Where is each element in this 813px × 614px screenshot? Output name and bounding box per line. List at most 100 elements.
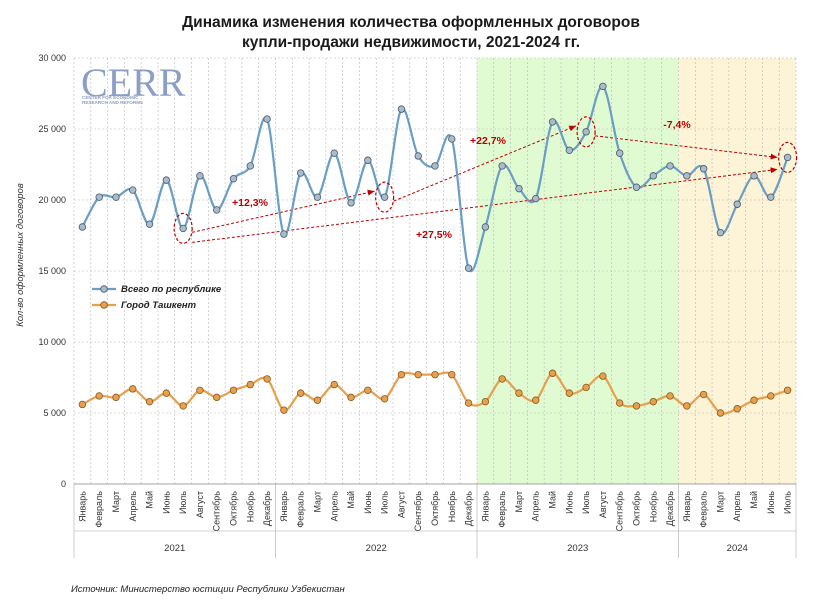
- change-arrow: [192, 189, 375, 233]
- series-1-point: [179, 402, 187, 410]
- series-0-point: [716, 228, 725, 237]
- x-tick-label: Август: [195, 491, 205, 518]
- x-tick-label: Март: [111, 491, 121, 513]
- series-1-point: [750, 396, 758, 404]
- series-0-point: [112, 193, 120, 201]
- x-tick-label: Апрель: [531, 491, 541, 522]
- x-tick-label: Май: [749, 491, 759, 509]
- x-tick-label: Октябрь: [229, 491, 239, 526]
- y-tick-label: 30 000: [38, 53, 66, 63]
- logo-line1: CENTER FOR ECONOMIC: [82, 95, 139, 100]
- series-0-point: [330, 149, 338, 157]
- x-tick-label: Февраль: [699, 491, 709, 528]
- series-1-point: [548, 369, 557, 377]
- series-1-point: [767, 392, 775, 400]
- series-0-point: [380, 193, 389, 201]
- x-tick-label: Январь: [77, 491, 87, 522]
- series-1-point: [565, 389, 574, 397]
- x-tick-label: Март: [715, 491, 725, 513]
- series-1-point: [246, 380, 255, 389]
- x-tick-label: Апрель: [329, 491, 339, 522]
- series-1-point: [716, 409, 725, 417]
- series-1-point: [481, 397, 490, 406]
- x-tick-label: Сентябрь: [212, 491, 222, 532]
- series-0-point: [767, 193, 775, 201]
- series-0-point: [347, 199, 355, 207]
- chart-title-line2: купли-продажи недвижимости, 2021-2024 гг…: [242, 34, 580, 51]
- x-tick-label: Май: [145, 491, 155, 509]
- year-label: 2024: [727, 543, 748, 554]
- series-0-point: [632, 183, 641, 191]
- series-1-point: [666, 392, 674, 400]
- series-0-point: [414, 152, 422, 160]
- series-1-point: [498, 375, 506, 383]
- series-0-point: [649, 172, 657, 180]
- series-1-point: [280, 406, 288, 414]
- x-tick-label: Июль: [581, 491, 591, 514]
- cerr-logo: CERR CENTER FOR ECONOMIC RESEARCH AND RE…: [81, 60, 186, 105]
- x-tick-label: Июль: [380, 491, 390, 514]
- series-0-point: [733, 200, 741, 208]
- series-1-point: [632, 402, 641, 410]
- x-tick-label: Июль: [783, 491, 793, 514]
- series-1-point: [95, 392, 103, 400]
- x-tick-label: Июль: [178, 491, 188, 514]
- series-1-point: [162, 389, 171, 397]
- series-1-point: [414, 370, 422, 379]
- series-1-point: [532, 396, 540, 404]
- series-1-point: [431, 370, 439, 379]
- series-0-point: [229, 174, 238, 183]
- x-tick-label: Июнь: [564, 491, 574, 514]
- series-0-point: [498, 162, 506, 170]
- change-arrow: [393, 125, 577, 202]
- x-tick-label: Апрель: [732, 491, 742, 522]
- series-0-point: [448, 135, 456, 143]
- x-tick-label: Февраль: [497, 491, 507, 528]
- series-0-point: [129, 186, 137, 194]
- series-0-point: [582, 128, 590, 136]
- change-arrows: +12,3% +27,5% +22,7% -7,4%: [192, 119, 778, 243]
- series-0-point: [548, 118, 557, 126]
- series-1-point: [78, 400, 87, 409]
- series-1-point: [683, 402, 691, 410]
- change-label: +12,3%: [232, 197, 269, 209]
- x-tick-label: Июнь: [766, 491, 776, 514]
- source-note: Источник: Министерство юстиции Республик…: [71, 584, 345, 595]
- series-0-point: [565, 146, 574, 154]
- x-tick-label: Февраль: [94, 491, 104, 528]
- series-0-point: [683, 172, 691, 180]
- year-label: 2022: [366, 543, 387, 554]
- y-tick-label: 25 000: [38, 124, 66, 134]
- chart-title-line1: Динамика изменения количества оформленны…: [182, 14, 640, 31]
- series-0-point: [196, 172, 204, 180]
- series-1-point: [397, 370, 406, 379]
- x-tick-label: Май: [548, 491, 558, 509]
- y-tick-label: 20 000: [38, 195, 66, 205]
- legend-label-republic: Всего по республике: [121, 284, 222, 295]
- series-1-point: [263, 375, 271, 383]
- legend: Всего по республике Город Ташкент: [92, 284, 222, 311]
- series-0-point: [666, 162, 674, 170]
- y-axis-ticks: 0 5 000 10 000 15 000 20 000 25 000 30 000: [38, 53, 66, 489]
- series-0-point: [364, 156, 372, 164]
- series-1-point: [129, 385, 137, 393]
- change-label: -7,4%: [663, 119, 691, 131]
- x-tick-label: Июнь: [363, 491, 373, 514]
- series-0-point: [213, 206, 221, 214]
- gridlines: [73, 57, 797, 485]
- series-0-point: [78, 223, 87, 231]
- x-tick-label: Март: [514, 491, 524, 513]
- series-1-point: [448, 370, 456, 379]
- series-0-point: [95, 193, 103, 201]
- year-label: 2021: [164, 543, 185, 554]
- change-arrow: [192, 167, 778, 243]
- highlight-ellipses: [173, 116, 798, 244]
- highlight-ellipse: [375, 181, 395, 213]
- highlight-ellipse: [173, 212, 193, 244]
- year-label: 2023: [567, 543, 588, 554]
- y-tick-label: 15 000: [38, 266, 66, 276]
- x-tick-label: Октябрь: [631, 491, 641, 526]
- series-0-point: [515, 184, 523, 193]
- series-0-point: [145, 220, 154, 228]
